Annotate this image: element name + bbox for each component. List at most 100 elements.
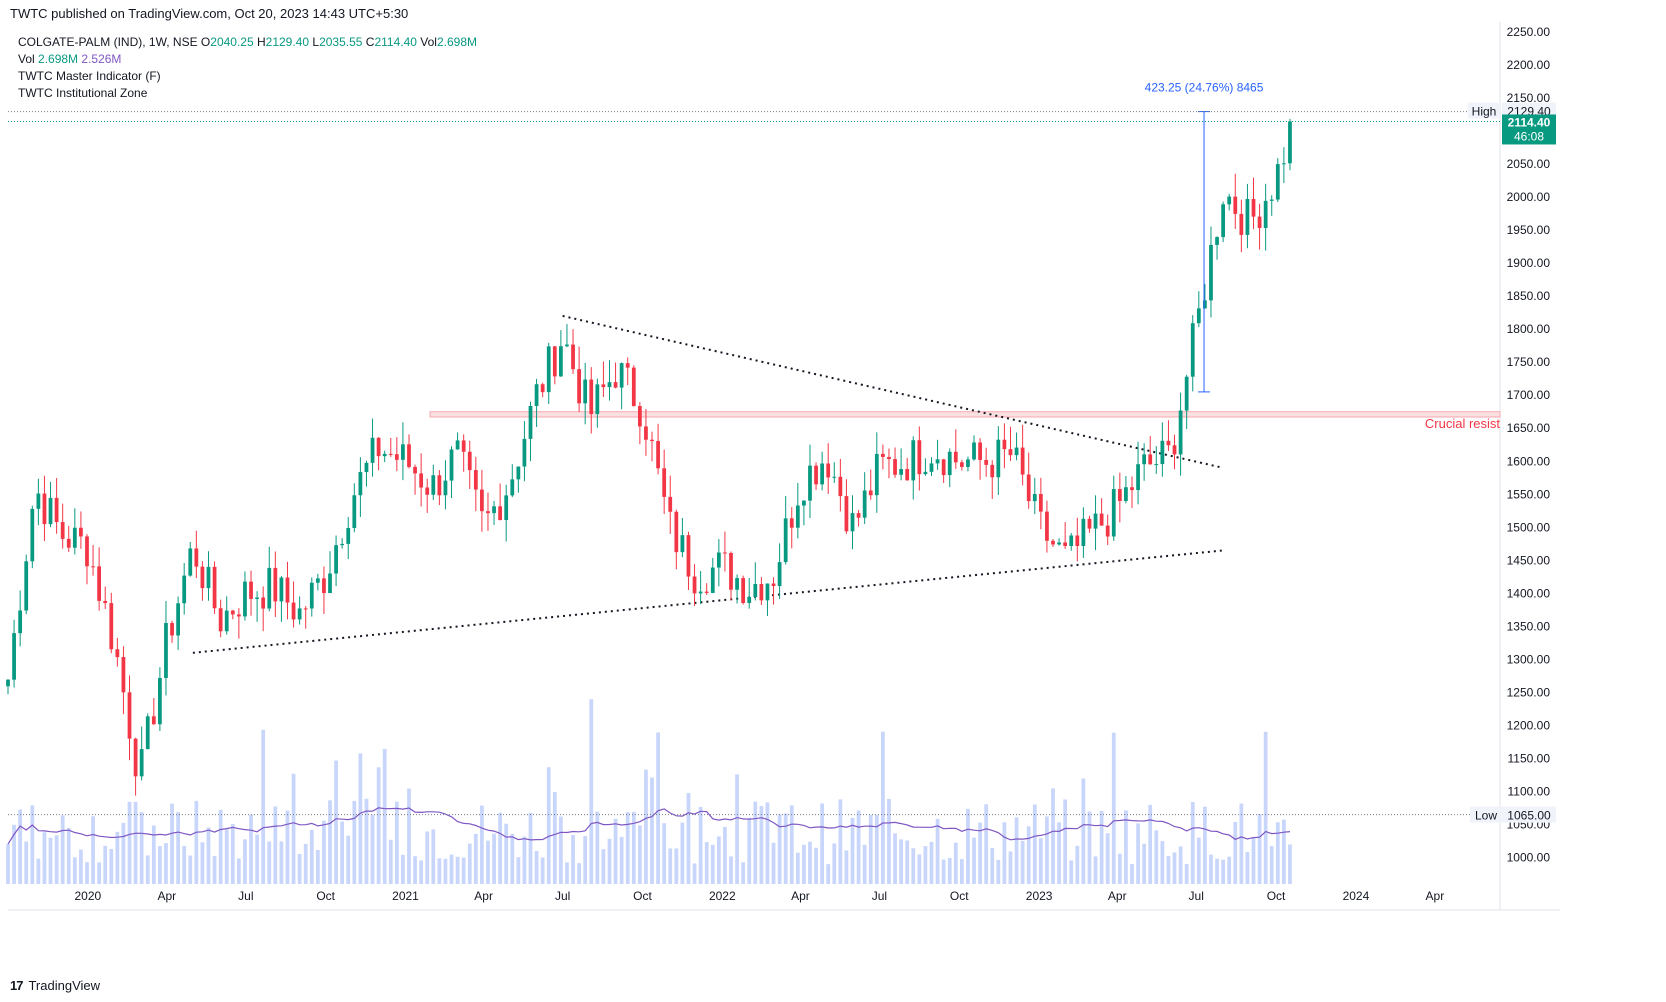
volume-bar bbox=[1117, 853, 1122, 884]
y-tick-label: 2000.00 bbox=[1507, 190, 1551, 204]
candle-body bbox=[1038, 493, 1043, 512]
candle-body bbox=[473, 470, 478, 490]
volume-bar bbox=[814, 847, 818, 884]
candle-body bbox=[759, 583, 764, 601]
volume-bar bbox=[261, 729, 266, 884]
volume-bar bbox=[145, 855, 150, 884]
support-trendline[interactable] bbox=[192, 549, 1224, 654]
volume-bar bbox=[443, 858, 448, 884]
volume-bar bbox=[72, 857, 77, 884]
candle-body bbox=[358, 472, 363, 496]
volume-bar bbox=[1148, 804, 1153, 884]
candle-body bbox=[1184, 376, 1189, 411]
candle-body bbox=[1190, 323, 1195, 377]
candle-body bbox=[1215, 237, 1219, 245]
volume-bar bbox=[303, 843, 308, 884]
volume-bar bbox=[194, 800, 199, 884]
volume-bar bbox=[516, 857, 521, 884]
y-tick-label: 1500.00 bbox=[1507, 520, 1551, 534]
volume-bar bbox=[182, 846, 187, 884]
volume-bar bbox=[1081, 778, 1086, 884]
candle-body bbox=[637, 406, 642, 427]
candle-body bbox=[261, 597, 266, 609]
candle-body bbox=[552, 346, 557, 377]
ohlc-value-l: 2035.55 bbox=[319, 35, 363, 49]
resistance-trendline[interactable] bbox=[562, 314, 1224, 469]
candle-body bbox=[127, 692, 132, 739]
candle-body bbox=[1233, 196, 1238, 214]
x-tick-label: 2023 bbox=[1026, 889, 1053, 903]
candle-body bbox=[303, 608, 308, 610]
crucial-resist-zone[interactable] bbox=[429, 411, 1501, 418]
volume-bar bbox=[309, 829, 314, 884]
candle-body bbox=[407, 444, 411, 467]
volume-bar bbox=[893, 833, 897, 884]
volume-bar bbox=[959, 859, 964, 884]
volume-bar bbox=[674, 848, 679, 884]
candle-body bbox=[771, 583, 776, 587]
volume-bar bbox=[273, 806, 278, 884]
y-tick-label: 1650.00 bbox=[1507, 421, 1551, 435]
volume-bar bbox=[1184, 864, 1189, 884]
volume-bar bbox=[455, 856, 460, 884]
candle-body bbox=[844, 496, 849, 532]
volume-bar bbox=[346, 835, 351, 884]
price-axis[interactable] bbox=[1500, 0, 1666, 1002]
symbol-title[interactable]: COLGATE-PALM (IND), 1W, NSE bbox=[18, 35, 198, 49]
volume-bar bbox=[121, 822, 126, 884]
candle-body bbox=[1087, 518, 1092, 529]
volume-bar bbox=[777, 814, 782, 884]
candle-body bbox=[394, 454, 399, 460]
candle-body bbox=[1081, 518, 1086, 546]
volume-bar bbox=[243, 839, 247, 884]
volume-bar bbox=[419, 860, 424, 884]
candle-body bbox=[200, 566, 205, 589]
volume-bar bbox=[704, 842, 709, 884]
ohlc-key-c: C bbox=[362, 35, 375, 49]
candle-body bbox=[315, 578, 320, 583]
candle-body bbox=[516, 466, 521, 480]
ohlc-value-vol: 2.698M bbox=[436, 35, 477, 49]
candle-body bbox=[953, 451, 958, 463]
volume-bar bbox=[376, 767, 381, 884]
volume-bar bbox=[407, 788, 411, 884]
candle-body bbox=[959, 462, 964, 467]
candle-body bbox=[832, 476, 837, 478]
x-tick-label: Jul bbox=[238, 889, 253, 903]
volume-bar bbox=[795, 852, 800, 884]
volume-bar bbox=[36, 858, 41, 884]
volume-bar bbox=[1051, 788, 1055, 884]
candle-body bbox=[1063, 542, 1068, 546]
candle-body bbox=[589, 379, 594, 415]
y-tick-label: 1000.00 bbox=[1507, 851, 1551, 865]
volume-bar bbox=[1245, 851, 1250, 884]
candle-body bbox=[990, 464, 995, 478]
candle-body bbox=[972, 442, 976, 460]
candle-body bbox=[565, 344, 569, 347]
publisher-line: TWTC published on TradingView.com, Oct 2… bbox=[10, 6, 409, 21]
indicator-master[interactable]: TWTC Master Indicator (F) bbox=[18, 69, 161, 83]
volume-bar bbox=[723, 826, 727, 884]
volume-label[interactable]: Vol bbox=[18, 52, 35, 66]
last-price-value: 2114.40 bbox=[1508, 115, 1551, 129]
last-price-box[interactable] bbox=[1502, 114, 1556, 145]
volume-bar bbox=[85, 862, 89, 884]
candle-body bbox=[978, 442, 982, 460]
volume-bar bbox=[394, 801, 399, 884]
y-tick-label: 1600.00 bbox=[1507, 454, 1551, 468]
volume-bar bbox=[352, 800, 357, 884]
tradingview-logo[interactable]: 17 TradingView bbox=[10, 978, 100, 993]
candle-body bbox=[498, 506, 503, 521]
volume-bar bbox=[315, 850, 320, 884]
volume-bar bbox=[370, 814, 375, 884]
volume-bar bbox=[692, 863, 697, 884]
indicator-institutional-zone[interactable]: TWTC Institutional Zone bbox=[18, 86, 148, 100]
volume-bar bbox=[48, 837, 53, 884]
candle-body bbox=[486, 511, 490, 514]
candle-body bbox=[1020, 447, 1025, 475]
candle-body bbox=[802, 500, 806, 506]
candle-body bbox=[18, 610, 23, 634]
candle-body bbox=[1026, 474, 1031, 502]
volume-bar bbox=[680, 822, 685, 884]
